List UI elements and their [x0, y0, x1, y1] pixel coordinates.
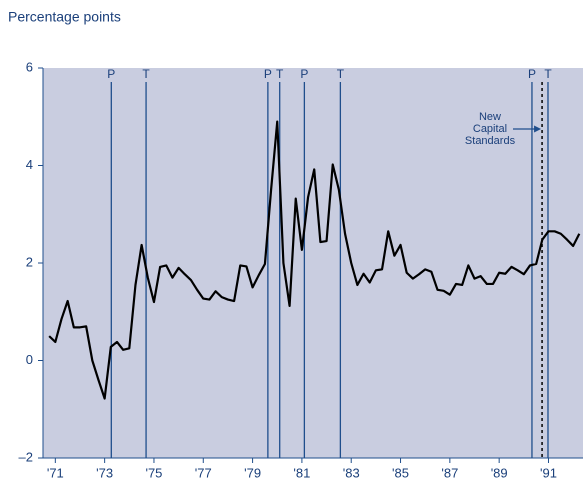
- y-tick-label: 6: [26, 59, 33, 74]
- x-tick-label: '83: [343, 465, 360, 480]
- cycle-label: T: [337, 67, 345, 81]
- x-tick-label: '73: [96, 465, 113, 480]
- cycle-label: P: [107, 67, 115, 81]
- x-tick-label: '77: [195, 465, 212, 480]
- cycle-label: P: [528, 67, 536, 81]
- y-tick-label: 2: [26, 254, 33, 269]
- y-tick-label: 0: [26, 352, 33, 367]
- x-tick-label: '91: [540, 465, 557, 480]
- x-tick-label: '89: [491, 465, 508, 480]
- data-line: [48, 120, 581, 400]
- x-tick-label: '81: [293, 465, 310, 480]
- x-tick-label: '75: [145, 465, 162, 480]
- y-tick-label: 4: [26, 157, 33, 172]
- y-axis-label: Percentage points: [8, 9, 121, 25]
- annotation-text: Capital: [473, 123, 507, 135]
- annotation-arrowhead: [534, 125, 542, 133]
- annotation-text: New: [479, 111, 501, 123]
- cycle-label: T: [276, 67, 284, 81]
- cycle-label: P: [300, 67, 308, 81]
- cycle-label: T: [544, 67, 552, 81]
- x-tick-label: '87: [441, 465, 458, 480]
- cycle-label: P: [264, 67, 272, 81]
- cycle-label: T: [142, 67, 150, 81]
- y-tick-label: –2: [19, 449, 33, 464]
- plot-background: [43, 68, 583, 458]
- x-tick-label: '85: [392, 465, 409, 480]
- x-tick-label: '79: [244, 465, 261, 480]
- x-tick-label: '71: [47, 465, 64, 480]
- annotation-text: Standards: [465, 135, 516, 147]
